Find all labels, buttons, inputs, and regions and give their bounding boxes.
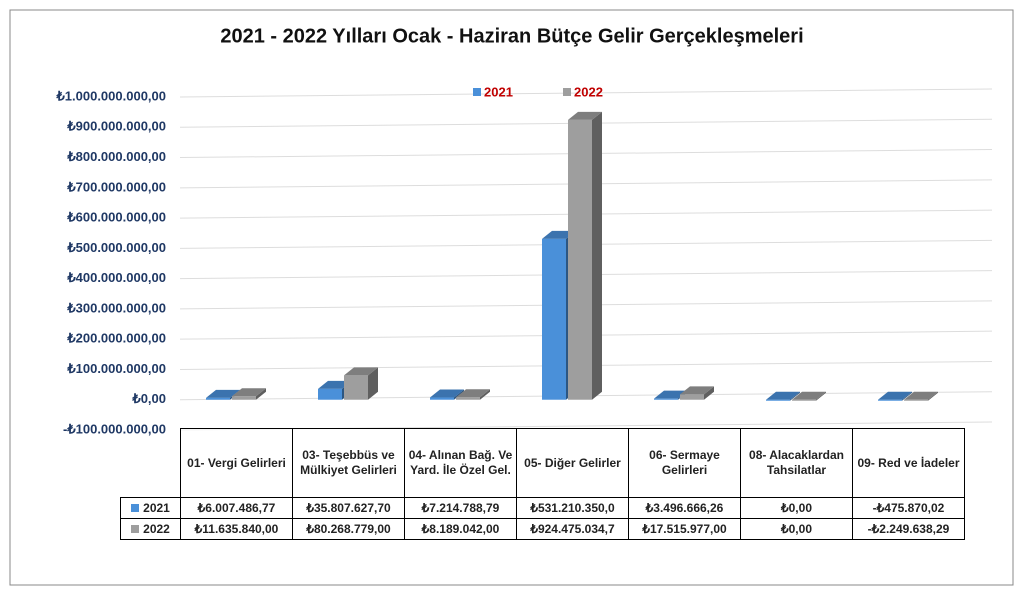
table-value: ₺35.807.627,70	[292, 497, 405, 519]
bar-top	[456, 389, 490, 398]
bar-top	[904, 391, 938, 400]
bar-top	[878, 391, 912, 400]
legend-label: 2022	[574, 84, 603, 99]
bar	[792, 399, 816, 401]
bar-side	[816, 391, 826, 401]
bar-top	[654, 390, 688, 399]
bar-side	[480, 389, 490, 400]
bar	[344, 375, 368, 400]
table-value: ₺8.189.042,00	[404, 518, 517, 540]
bar-top	[568, 111, 602, 120]
bar	[568, 119, 592, 400]
table-value: ₺0,00	[740, 518, 853, 540]
y-tick-label: ₺300.000.000,00	[66, 300, 166, 315]
bar-top	[318, 380, 352, 389]
bar	[542, 238, 566, 400]
y-tick-label: ₺400.000.000,00	[66, 270, 166, 285]
bar	[904, 399, 928, 401]
table-value: ₺7.214.788,79	[404, 497, 517, 519]
y-tick-label: ₺200.000.000,00	[66, 331, 166, 346]
bar	[680, 394, 704, 400]
bar-top	[430, 389, 464, 398]
bar-top	[206, 389, 240, 398]
bar	[430, 397, 454, 400]
legend-swatch	[131, 504, 140, 512]
bar-side	[368, 367, 378, 400]
bar-side	[790, 391, 800, 401]
y-tick-label: ₺0,00	[131, 391, 166, 406]
table-value: ₺11.635.840,00	[180, 518, 293, 540]
bar-top	[232, 388, 266, 397]
y-tick-label: ₺600.000.000,00	[66, 210, 166, 225]
legend-key: 2021	[120, 497, 181, 519]
bar-side	[256, 388, 266, 400]
y-tick-label: ₺1.000.000.000,00	[56, 88, 166, 103]
table-value: -₺2.249.638,29	[852, 518, 965, 540]
y-tick-label: ₺800.000.000,00	[66, 149, 166, 164]
bar-top	[344, 367, 378, 376]
legend-key: 2022	[120, 518, 181, 540]
bar	[878, 399, 902, 401]
table-value: ₺531.210.350,0	[516, 497, 629, 519]
category-label: 05- Diğer Gelirler	[516, 428, 629, 498]
category-label: 04- Alınan Bağ. Ve Yard. İle Özel Gel.	[404, 428, 517, 498]
table-value: ₺0,00	[740, 497, 853, 519]
bar-side	[704, 386, 714, 400]
bar-side	[928, 391, 938, 401]
series-name: 2022	[143, 521, 170, 536]
bar-top	[792, 391, 826, 400]
bar	[456, 397, 480, 400]
bar	[766, 399, 790, 401]
legend-swatch	[131, 525, 140, 533]
legend-label: 2021	[484, 84, 513, 99]
category-label: 03- Teşebbüs ve Mülkiyet Gelirleri	[292, 428, 405, 498]
bar-top	[542, 230, 576, 239]
bar	[654, 398, 678, 400]
table-value: ₺6.007.486,77	[180, 497, 293, 519]
table-value: ₺17.515.977,00	[628, 518, 741, 540]
bar	[206, 397, 230, 400]
category-label: 09- Red ve İadeler	[852, 428, 965, 498]
bar	[318, 388, 342, 400]
y-tick-label: ₺500.000.000,00	[66, 240, 166, 255]
category-label: 08- Alacaklardan Tahsilatlar	[740, 428, 853, 498]
category-label: 01- Vergi Gelirleri	[180, 428, 293, 498]
bar-side	[902, 391, 912, 401]
bar-top	[680, 386, 714, 395]
series-name: 2021	[143, 500, 170, 515]
table-value: ₺80.268.779,00	[292, 518, 405, 540]
y-tick-label: ₺100.000.000,00	[66, 361, 166, 376]
y-tick-label: ₺900.000.000,00	[66, 119, 166, 134]
bar-side	[592, 111, 602, 400]
bar	[232, 396, 256, 400]
table-value: ₺3.496.666,26	[628, 497, 741, 519]
legend-swatch	[563, 88, 571, 96]
y-tick-label: ₺700.000.000,00	[66, 179, 166, 194]
category-label: 06- Sermaye Gelirleri	[628, 428, 741, 498]
grid-line	[179, 88, 993, 98]
table-value: ₺924.475.034,7	[516, 518, 629, 540]
bar-top	[766, 391, 800, 400]
legend-swatch	[473, 88, 481, 96]
table-value: -₺475.870,02	[852, 497, 965, 519]
chart-title: 2021 - 2022 Yılları Ocak - Haziran Bütçe…	[220, 25, 803, 47]
y-tick-label: -₺100.000.000,00	[63, 421, 166, 436]
